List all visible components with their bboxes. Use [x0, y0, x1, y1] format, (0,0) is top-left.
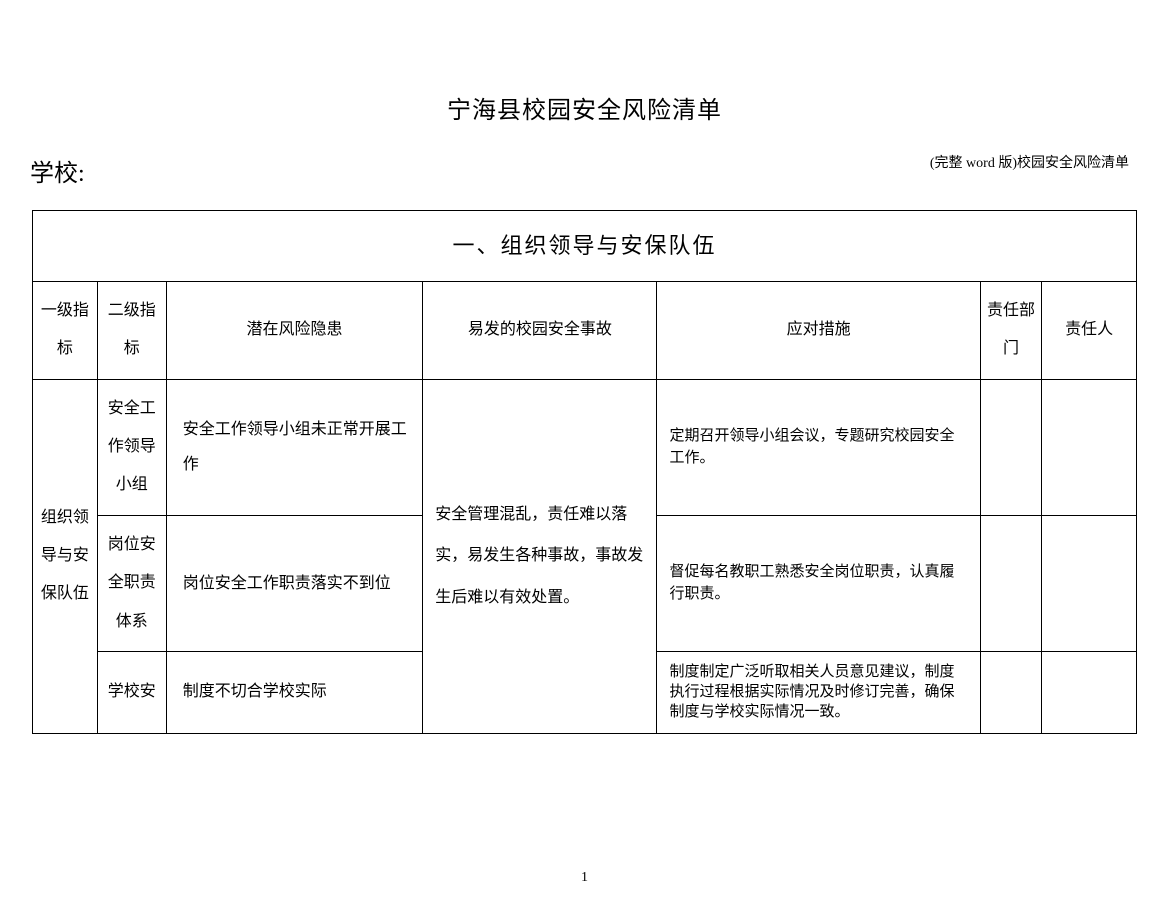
- col-person: 责任人: [1042, 281, 1137, 379]
- header-note: (完整 word 版)校园安全风险清单: [930, 152, 1129, 172]
- person-cell: [1042, 651, 1137, 733]
- col-risk: 潜在风险隐患: [166, 281, 422, 379]
- risk-cell: 安全工作领导小组未正常开展工作: [166, 379, 422, 515]
- col-dept: 责任部门: [980, 281, 1041, 379]
- col-level2: 二级指标: [97, 281, 166, 379]
- incident-cell: 安全管理混乱，责任难以落实，易发生各种事故，事故发生后难以有效处置。: [423, 379, 657, 733]
- main-title: 宁海县校园安全风险清单: [0, 90, 1169, 125]
- header-row: 一级指标 二级指标 潜在风险隐患 易发的校园安全事故 应对措施 责任部门 责任人: [33, 281, 1137, 379]
- page-number: 1: [0, 870, 1169, 886]
- level2-cell: 学校安: [97, 651, 166, 733]
- person-cell: [1042, 515, 1137, 651]
- measure-cell: 制度制定广泛听取相关人员意见建议，制度执行过程根据实际情况及时修订完善，确保制度…: [657, 651, 980, 733]
- dept-cell: [980, 379, 1041, 515]
- section-title: 一、组织领导与安保队伍: [33, 211, 1137, 282]
- dept-cell: [980, 651, 1041, 733]
- section-title-row: 一、组织领导与安保队伍: [33, 211, 1137, 282]
- risk-table: 一、组织领导与安保队伍 一级指标 二级指标 潜在风险隐患 易发的校园安全事故 应…: [32, 210, 1137, 734]
- col-measure: 应对措施: [657, 281, 980, 379]
- risk-cell: 岗位安全工作职责落实不到位: [166, 515, 422, 651]
- risk-cell: 制度不切合学校实际: [166, 651, 422, 733]
- table-row: 组织领导与安保队伍 安全工作领导小组 安全工作领导小组未正常开展工作 安全管理混…: [33, 379, 1137, 515]
- level1-cell: 组织领导与安保队伍: [33, 379, 98, 733]
- level2-cell: 岗位安全职责体系: [97, 515, 166, 651]
- measure-cell: 督促每名教职工熟悉安全岗位职责，认真履行职责。: [657, 515, 980, 651]
- level2-cell: 安全工作领导小组: [97, 379, 166, 515]
- col-level1: 一级指标: [33, 281, 98, 379]
- dept-cell: [980, 515, 1041, 651]
- person-cell: [1042, 379, 1137, 515]
- risk-table-container: 一、组织领导与安保队伍 一级指标 二级指标 潜在风险隐患 易发的校园安全事故 应…: [32, 210, 1137, 734]
- measure-cell: 定期召开领导小组会议，专题研究校园安全工作。: [657, 379, 980, 515]
- col-incident: 易发的校园安全事故: [423, 281, 657, 379]
